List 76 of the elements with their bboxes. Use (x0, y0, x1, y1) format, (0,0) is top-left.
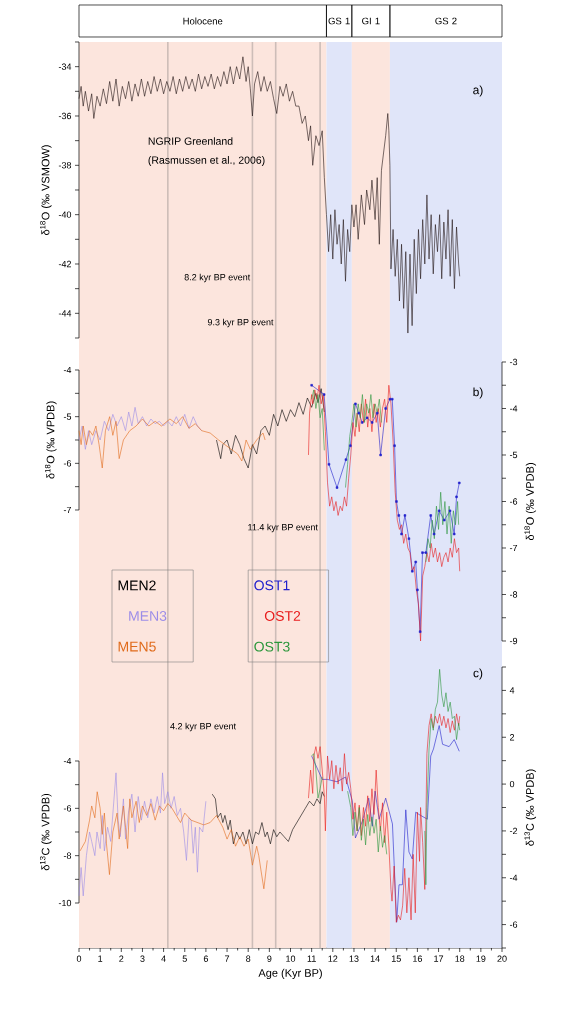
x-axis-title: Age (Kyr BP) (258, 968, 322, 980)
y-tick-label: -6 (63, 805, 72, 812)
text: OST1 (254, 580, 290, 591)
y2-tick-label: -8 (509, 591, 518, 598)
y-tick-label: -40 (58, 211, 72, 218)
y2-tick-label: -2 (509, 827, 518, 835)
y2-axis-title: δ$^{13}$C (‰ VPDB) (524, 769, 537, 846)
y2-tick-label: -3 (509, 358, 518, 366)
band-label: GI 1 (362, 17, 380, 25)
x-tick-label: 11 (307, 955, 316, 962)
y-tick-label: -5 (63, 413, 72, 420)
text: MEN2 (118, 580, 156, 591)
x-tick-label: 12 (328, 955, 338, 962)
y-tick-label: -38 (58, 162, 72, 169)
y-tick-label: -10 (58, 899, 72, 907)
x-tick-label: 18 (455, 955, 465, 962)
y2-tick-label: 4 (509, 687, 515, 694)
chart-title: c) (473, 668, 483, 680)
text: MEN3 (129, 611, 167, 621)
x-tick-label: 16 (413, 955, 423, 962)
y2-tick-label: -4 (509, 405, 518, 412)
y-tick-label: -4 (63, 366, 72, 374)
y2-axis-title: δ$^{18}$O (‰ VPDB) (524, 463, 537, 541)
y-tick-label: -36 (58, 112, 72, 120)
x-tick-label: 17 (434, 955, 444, 962)
text: MEN5 (118, 641, 156, 652)
line-series (216, 388, 325, 469)
ref-line-label: 9.3 kyr BP event (207, 318, 274, 328)
text: a) (473, 85, 483, 97)
x-tick-label: 6 (203, 955, 209, 962)
x-tick-label: 20 (497, 955, 507, 962)
y2-tick-label: -7 (509, 544, 518, 552)
y-tick-label: -7 (63, 506, 72, 514)
x-tick-label: 15 (391, 955, 401, 962)
y-tick-label: -4 (63, 757, 72, 765)
y2-tick-label: -9 (509, 637, 518, 645)
y-axis-title: δ$^{18}$O (‰ VPDB) (44, 401, 57, 479)
y2-tick-label: -4 (509, 874, 518, 881)
ref-line-label: 11.4 kyr BP event (248, 523, 318, 533)
x-tick-label: 2 (119, 955, 124, 962)
band-label: GS 2 (435, 17, 457, 25)
x-tick-label: 0 (76, 955, 82, 962)
x-tick-label: 8 (246, 955, 251, 962)
annotation: (Rasmussen et al., 2006) (148, 156, 265, 166)
x-tick-label: 13 (349, 955, 359, 962)
text: b) (473, 387, 483, 399)
y-tick-label: -8 (63, 852, 72, 859)
text: OST2 (264, 611, 301, 621)
ref-line-label: 8.2 kyr BP event (184, 273, 251, 283)
x-tick-label: 10 (286, 955, 296, 962)
x-tick-label: 14 (370, 955, 380, 962)
x-tick-label: 1 (98, 955, 103, 962)
y2-tick-label: 2 (509, 734, 515, 741)
y2-tick-label: 0 (509, 780, 515, 788)
y2-tick-label: -5 (509, 451, 518, 459)
y-tick-label: -42 (58, 260, 72, 268)
text: OST3 (254, 641, 290, 652)
band-label: GS 1 (328, 17, 350, 25)
y-axis-title: δ$^{13}$C (‰ VPDB) (39, 793, 52, 871)
x-tick-label: 7 (225, 955, 230, 962)
line-series (78, 56, 460, 334)
x-tick-label: 4 (161, 955, 166, 962)
y-tick-label: -44 (58, 310, 72, 317)
x-tick-label: 19 (476, 955, 486, 962)
x-tick-label: 3 (140, 955, 145, 962)
line-series (78, 772, 207, 897)
x-tick-label: 9 (267, 955, 272, 962)
y2-tick-label: -6 (509, 498, 518, 505)
x-tick-label: 5 (182, 955, 187, 962)
annotation: NGRIP Greenland (148, 137, 233, 145)
band-label: Holocene (183, 17, 223, 25)
y2-tick-label: -6 (509, 921, 518, 928)
y-axis-title: δ$^{18}$O (‰ VSMOW) (39, 145, 52, 236)
y-tick-label: -34 (58, 63, 72, 70)
y-tick-label: -6 (63, 460, 72, 467)
ref-line-label: 4.2 kyr BP event (170, 722, 236, 732)
